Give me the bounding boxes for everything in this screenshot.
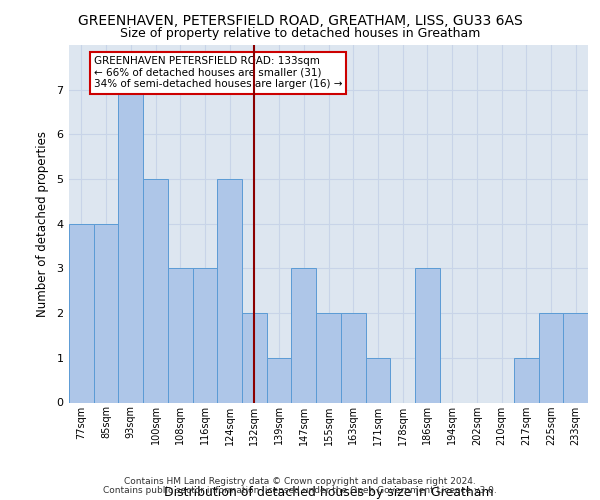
X-axis label: Distribution of detached houses by size in Greatham: Distribution of detached houses by size … — [164, 486, 493, 500]
Bar — [168, 268, 193, 402]
Text: Contains public sector information licensed under the Open Government Licence v3: Contains public sector information licen… — [103, 486, 497, 495]
Bar — [563, 313, 588, 402]
Bar — [118, 90, 143, 403]
Text: GREENHAVEN, PETERSFIELD ROAD, GREATHAM, LISS, GU33 6AS: GREENHAVEN, PETERSFIELD ROAD, GREATHAM, … — [77, 14, 523, 28]
Bar — [341, 313, 365, 402]
Bar — [193, 268, 217, 402]
Bar — [242, 313, 267, 402]
Text: GREENHAVEN PETERSFIELD ROAD: 133sqm
← 66% of detached houses are smaller (31)
34: GREENHAVEN PETERSFIELD ROAD: 133sqm ← 66… — [94, 56, 342, 90]
Bar — [94, 224, 118, 402]
Text: Size of property relative to detached houses in Greatham: Size of property relative to detached ho… — [120, 28, 480, 40]
Bar — [539, 313, 563, 402]
Bar — [267, 358, 292, 403]
Bar — [514, 358, 539, 403]
Y-axis label: Number of detached properties: Number of detached properties — [37, 130, 49, 317]
Bar — [316, 313, 341, 402]
Bar — [292, 268, 316, 402]
Bar — [69, 224, 94, 402]
Text: Contains HM Land Registry data © Crown copyright and database right 2024.: Contains HM Land Registry data © Crown c… — [124, 477, 476, 486]
Bar — [365, 358, 390, 403]
Bar — [143, 179, 168, 402]
Bar — [217, 179, 242, 402]
Bar — [415, 268, 440, 402]
